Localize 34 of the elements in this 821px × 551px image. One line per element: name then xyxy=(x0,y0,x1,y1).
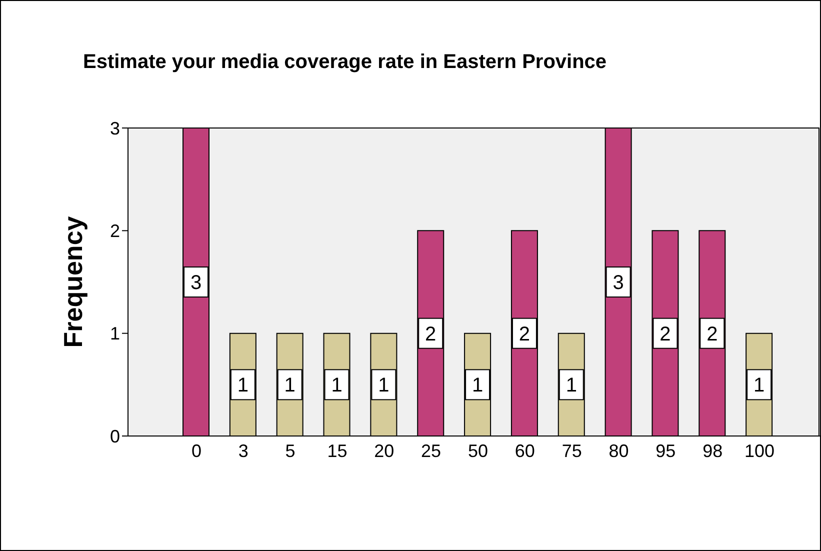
data-label: 1 xyxy=(472,374,484,397)
x-tick-label: 3 xyxy=(238,440,248,461)
x-tick-label: 50 xyxy=(468,440,488,461)
data-label: 1 xyxy=(331,374,342,397)
data-label: 3 xyxy=(612,272,624,294)
x-tick-label: 75 xyxy=(562,440,582,461)
data-label: 2 xyxy=(706,323,718,346)
x-tick-label: 25 xyxy=(421,440,442,461)
data-label: 1 xyxy=(284,374,296,397)
x-tick-label: 100 xyxy=(744,440,775,461)
x-tick-label: 0 xyxy=(191,440,202,461)
x-tick-label: 60 xyxy=(514,440,535,461)
chart-title: Estimate your media coverage rate in Eastern Province xyxy=(83,51,607,74)
x-tick-label: 98 xyxy=(702,440,723,461)
y-tick-label: 0 xyxy=(110,426,120,446)
y-tick-label: 2 xyxy=(110,221,120,242)
y-tick-label: 3 xyxy=(110,118,120,138)
data-label: 2 xyxy=(425,323,436,346)
x-tick-label: 5 xyxy=(285,440,296,461)
data-label: 1 xyxy=(378,374,390,397)
bar xyxy=(182,128,210,436)
data-label: 2 xyxy=(660,323,671,346)
y-axis-title: Frequency xyxy=(58,216,88,348)
data-label: 1 xyxy=(237,374,248,397)
x-tick-label: 15 xyxy=(327,440,348,461)
x-tick-label: 80 xyxy=(608,440,629,461)
data-label: 3 xyxy=(190,272,202,294)
x-tick-label: 20 xyxy=(374,440,394,461)
data-label: 2 xyxy=(518,323,530,346)
y-tick-label: 1 xyxy=(110,324,120,344)
data-label: 1 xyxy=(754,374,765,397)
bar xyxy=(604,128,632,436)
data-label: 1 xyxy=(566,374,577,397)
x-tick-label: 95 xyxy=(656,440,676,461)
